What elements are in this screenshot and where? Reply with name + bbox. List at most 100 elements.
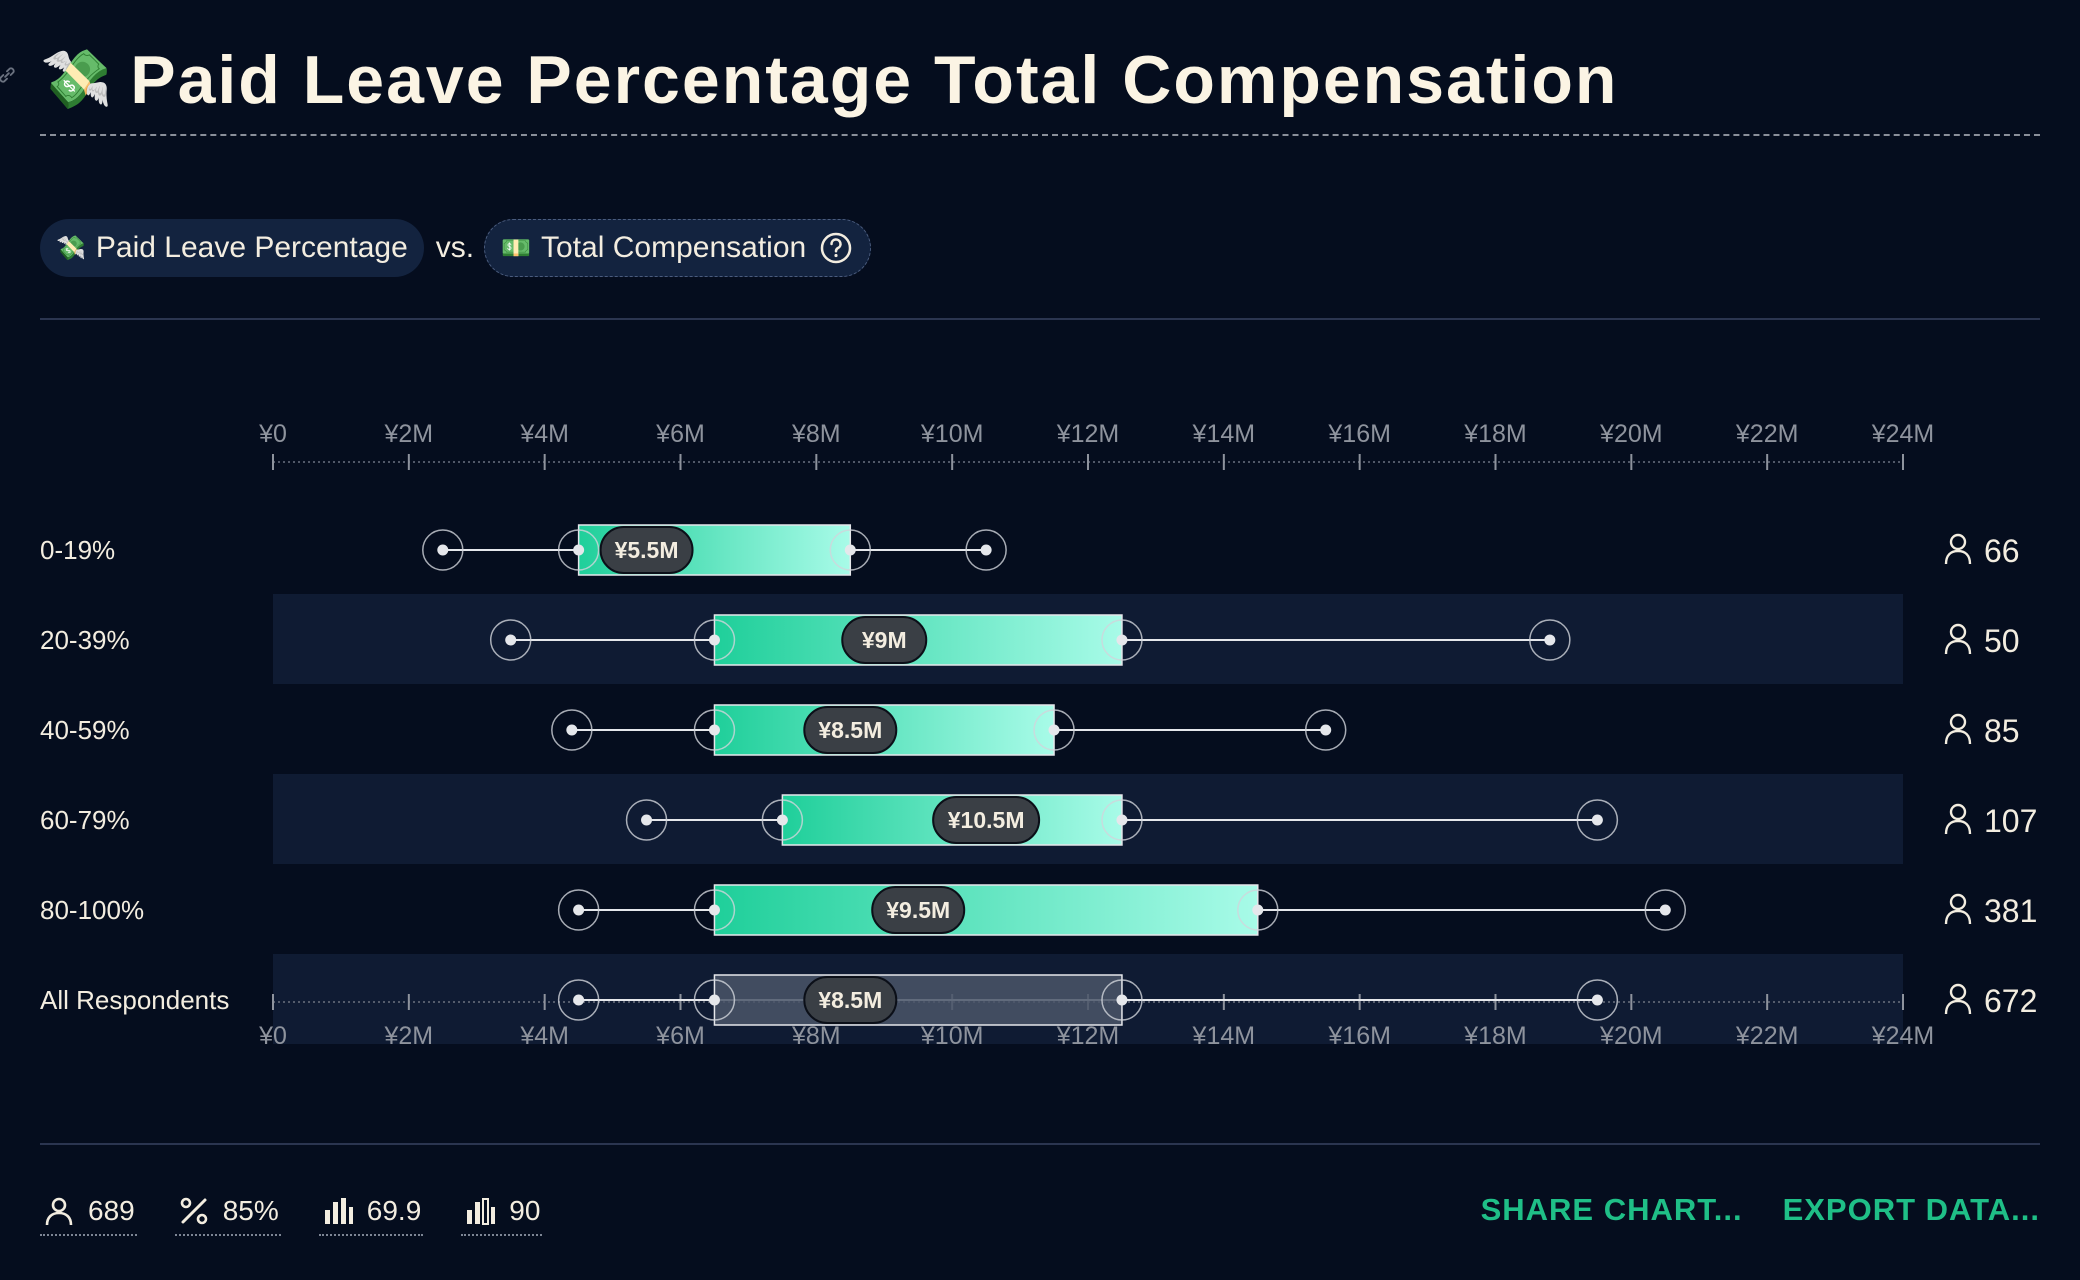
median-label: ¥9M xyxy=(862,627,907,653)
tick-label: ¥4M xyxy=(519,1022,569,1050)
stat-marker-dot xyxy=(1116,634,1128,646)
stat-value: 85% xyxy=(222,1195,279,1226)
stat-marker-ring xyxy=(422,529,464,571)
person-icon xyxy=(1944,549,1972,565)
respondent-count: 50 xyxy=(1984,623,2020,659)
median-pill xyxy=(841,616,928,664)
tick-label: ¥12M xyxy=(1056,1022,1120,1050)
person-icon xyxy=(45,1197,73,1226)
tick-label: ¥20M xyxy=(1599,1022,1663,1050)
stat-marker-dot xyxy=(708,634,720,646)
tick-label: ¥0 xyxy=(258,1022,287,1050)
median-label: ¥8.5M xyxy=(818,717,882,743)
median-label: ¥9.5M xyxy=(886,897,950,923)
stat-marker-ring xyxy=(693,979,736,1021)
count-group: 85 xyxy=(1944,713,2020,749)
stat-marker-dot xyxy=(1659,904,1671,916)
page-header: 💸 Paid Leave Percentage Total Compensati… xyxy=(40,42,1619,118)
stat-marker-dot xyxy=(1252,904,1264,916)
tick-label: ¥12M xyxy=(1056,420,1120,448)
stat-marker-ring xyxy=(1304,709,1347,751)
stat-marker-dot xyxy=(1320,724,1332,736)
stat-marker-ring xyxy=(1237,889,1279,931)
stat-marker-ring xyxy=(761,799,804,841)
variable-selector: 💸 Paid Leave Percentage vs. 💵 Total Comp… xyxy=(40,218,872,278)
y-variable-pill[interactable]: 💵 Total Compensation xyxy=(484,219,872,277)
banknote-icon: 💵 xyxy=(501,234,532,262)
stat-marker-ring xyxy=(1101,799,1143,841)
selector-divider xyxy=(40,318,2040,320)
stat-marker-ring xyxy=(1101,979,1143,1021)
stat-marker-dot xyxy=(708,904,720,916)
person-icon xyxy=(1944,909,1972,925)
person-icon xyxy=(1949,983,1967,1001)
person-icon xyxy=(1949,713,1967,731)
stat-marker-ring xyxy=(1033,709,1075,751)
stat-marker-dot xyxy=(573,904,585,916)
stat-percentage[interactable]: 85% xyxy=(174,1188,281,1236)
title-divider xyxy=(40,134,2040,136)
help-icon[interactable] xyxy=(818,230,854,266)
stat-marker-dot xyxy=(1544,634,1556,646)
stat-marker-dot xyxy=(1048,724,1060,736)
share-chart-button[interactable]: SHARE CHART... xyxy=(1480,1192,1743,1227)
stat-marker-ring xyxy=(693,709,736,751)
stat-marker-ring xyxy=(1644,889,1687,931)
stat-marker-dot xyxy=(641,814,653,826)
stat-marker-ring xyxy=(965,529,1007,571)
x-variable-label: Paid Leave Percentage xyxy=(95,231,408,264)
respondent-count: 66 xyxy=(1984,533,2020,569)
stat-marker-ring xyxy=(489,619,532,661)
export-data-button[interactable]: EXPORT DATA... xyxy=(1782,1192,2040,1227)
stat-respondents[interactable]: 689 xyxy=(40,1188,137,1236)
x-variable-pill[interactable]: 💸 Paid Leave Percentage xyxy=(40,219,424,277)
stat-marker-ring xyxy=(551,709,593,751)
stat-marker-dot xyxy=(1591,814,1603,826)
tick-label: ¥6M xyxy=(655,1022,705,1050)
person-icon xyxy=(1944,729,1972,745)
stat-marker-ring xyxy=(557,529,600,571)
median-pill xyxy=(803,706,898,754)
tick-label: ¥4M xyxy=(519,420,569,448)
page-title: Paid Leave Percentage Total Compensation xyxy=(130,42,1619,118)
percent-icon xyxy=(180,1197,208,1225)
stat-value: 689 xyxy=(88,1195,135,1226)
stat-marker-ring xyxy=(557,889,600,931)
median-pill xyxy=(871,886,966,934)
stat-marker-ring xyxy=(625,799,668,841)
median-pill xyxy=(932,796,1041,844)
iqr-box xyxy=(713,974,1123,1026)
summary-stats: 689 85% 69.9 90 xyxy=(40,1188,580,1236)
link-icon[interactable] xyxy=(0,64,18,86)
stat-marker-dot xyxy=(844,544,856,556)
tick-label: ¥0 xyxy=(258,420,287,448)
iqr-box xyxy=(713,884,1259,936)
stat-marker-dot xyxy=(566,724,578,736)
stat-marker-dot xyxy=(1116,814,1128,826)
stat-marker-ring xyxy=(1529,619,1571,661)
category-label: 60-79% xyxy=(40,805,130,835)
tick-label: ¥14M xyxy=(1192,420,1256,448)
count-group: 381 xyxy=(1944,893,2037,929)
stat-mean[interactable]: 69.9 xyxy=(318,1188,424,1236)
stat-marker-dot xyxy=(708,994,720,1006)
respondent-count: 672 xyxy=(1984,983,2037,1019)
tick-label: ¥24M xyxy=(1871,420,1935,448)
person-icon xyxy=(1944,819,1972,835)
stat-marker-ring xyxy=(829,529,872,571)
stat-median[interactable]: 90 xyxy=(461,1188,543,1236)
stat-marker-dot xyxy=(980,544,992,556)
median-pill xyxy=(803,976,898,1024)
category-label: 0-19% xyxy=(40,535,115,565)
category-label: 40-59% xyxy=(40,715,130,745)
tick-label: ¥10M xyxy=(920,1022,984,1050)
tick-label: ¥18M xyxy=(1463,1022,1527,1050)
respondent-count: 85 xyxy=(1984,713,2020,749)
tick-label: ¥2M xyxy=(384,1022,434,1050)
person-icon xyxy=(1949,623,1967,641)
tick-label: ¥10M xyxy=(920,420,984,448)
stat-marker-dot xyxy=(573,994,585,1006)
money-wings-icon: 💸 xyxy=(56,234,86,262)
stat-marker-dot xyxy=(1591,994,1603,1006)
tick-label: ¥6M xyxy=(655,420,705,448)
